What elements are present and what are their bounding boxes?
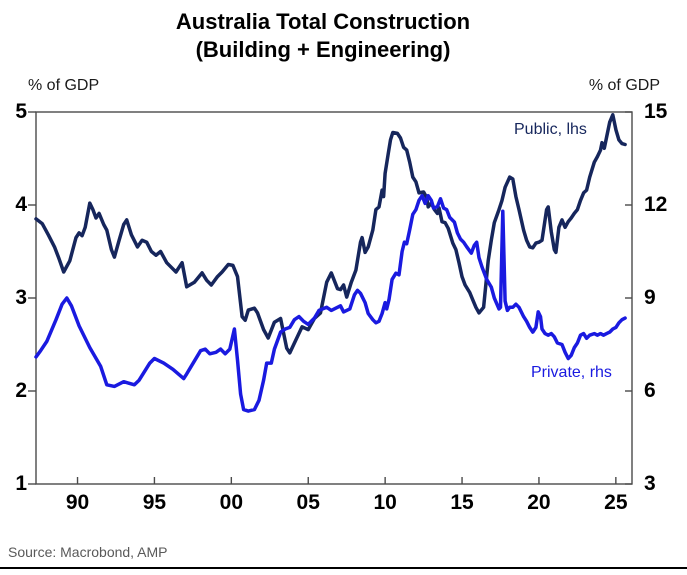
series-label-public-lhs: Public, lhs xyxy=(514,121,587,138)
right-axis-tick-label: 15 xyxy=(644,100,668,123)
x-axis-tick-label: 05 xyxy=(296,491,320,514)
x-axis-tick-label: 10 xyxy=(373,491,397,514)
chart-title-line2: (Building + Engineering) xyxy=(195,37,451,62)
series-line-private xyxy=(34,193,627,413)
x-axis-tick-label: 95 xyxy=(142,491,167,514)
chart-title-line1: Australia Total Construction xyxy=(175,9,471,34)
left-axis-tick-label: 3 xyxy=(15,286,27,309)
left-axis-tick-label: 2 xyxy=(15,379,27,402)
x-axis-tick-label: 25 xyxy=(604,491,628,514)
right-axis-tick-label: 9 xyxy=(644,286,656,309)
left-axis-tick-label: 4 xyxy=(15,193,27,216)
right-axis-tick-label: 12 xyxy=(644,193,668,216)
x-axis-tick-label: 15 xyxy=(450,491,474,514)
source-caption: Source: Macrobond, AMP xyxy=(8,544,168,560)
chart-title: Australia Total Construction (Building +… xyxy=(0,8,646,64)
left-axis-unit-label: % of GDP xyxy=(28,77,100,94)
series-label-private-rhs: Private, rhs xyxy=(531,364,612,381)
right-axis-tick-label: 3 xyxy=(644,472,656,495)
left-axis-tick-label: 1 xyxy=(15,472,27,495)
bottom-divider xyxy=(0,567,687,569)
right-axis-tick-label: 6 xyxy=(644,379,656,402)
right-axis-unit-label: % of GDP xyxy=(588,77,660,94)
plot-frame xyxy=(35,111,633,485)
left-axis-tick-label: 5 xyxy=(15,100,27,123)
x-axis-tick-label: 90 xyxy=(65,491,90,514)
x-axis-tick-label: 20 xyxy=(527,491,551,514)
series-line-public xyxy=(34,113,627,355)
x-axis-tick-label: 00 xyxy=(219,491,243,514)
